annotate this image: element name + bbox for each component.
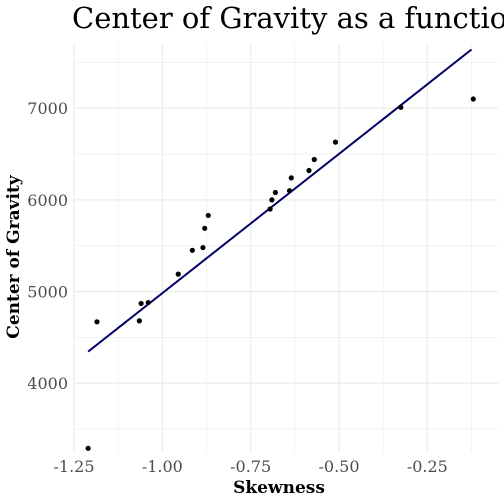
data-point [94,319,100,325]
data-point [136,318,142,324]
y-tick-label: 7000 [27,99,68,118]
chart-title: Center of Gravity as a function of Skewn… [72,1,504,35]
x-axis-title: Skewness [233,478,325,498]
data-point [470,96,476,102]
data-point [306,167,312,174]
y-tick-label: 5000 [27,283,68,302]
x-tick-label: -1.00 [142,457,183,476]
grid [73,44,498,452]
data-point [269,197,275,203]
data-point [138,300,144,307]
y-tick-label: 6000 [27,191,68,210]
data-point [205,212,211,219]
data-point [267,206,273,212]
y-axis-title: Center of Gravity [4,174,24,338]
plot-series [85,48,476,451]
x-tick-label: -0.25 [407,457,448,476]
data-point [202,225,208,231]
x-tick-label: -0.50 [318,457,359,476]
axes: -1.25 -1.00 -0.75 -0.50 -0.25 4000 5000 6000 700… [27,99,448,476]
x-tick-label: -1.25 [53,457,94,476]
data-point [286,188,293,194]
fit-line [87,48,473,353]
data-point [145,299,151,306]
data-point [398,104,404,110]
y-tick-label: 4000 [27,374,68,393]
data-point [311,156,317,163]
data-point [189,247,195,253]
x-tick-label: -0.75 [230,457,271,476]
data-point [272,189,278,196]
data-point [332,139,339,145]
data-point [85,445,91,451]
data-point [200,244,206,251]
data-point [288,175,294,181]
data-point [175,271,181,277]
